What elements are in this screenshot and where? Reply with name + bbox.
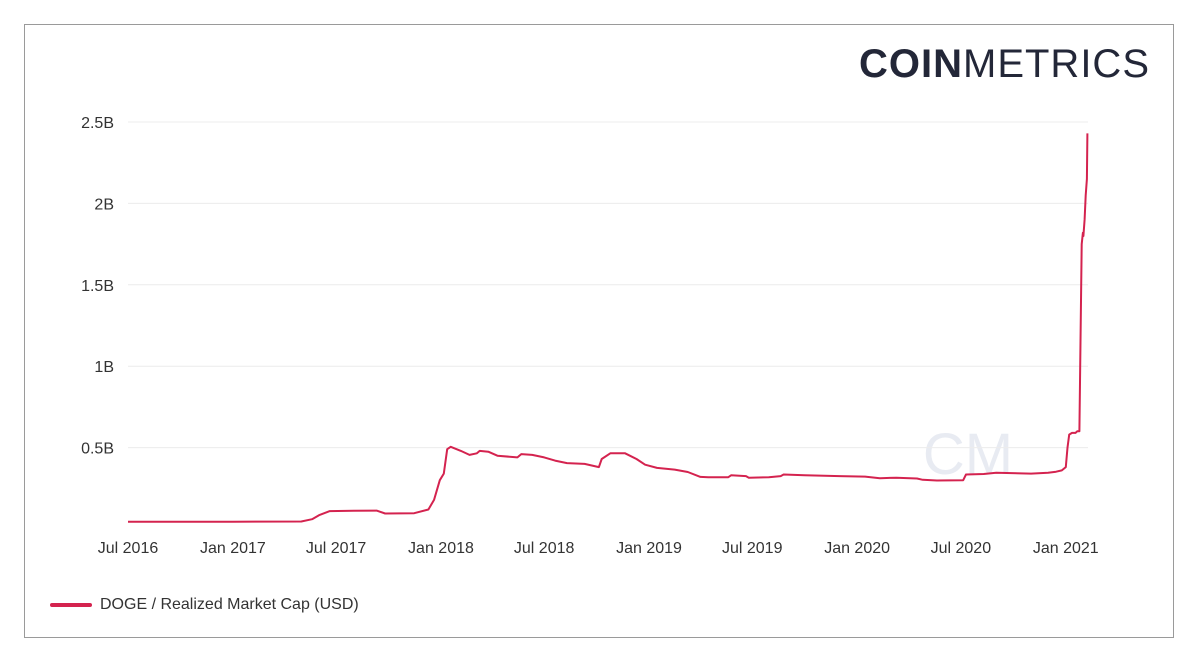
- watermark-text: CM: [923, 422, 1013, 487]
- y-axis: 0.5B 1B 1.5B 2B 2.5B: [81, 115, 114, 458]
- x-tick-label: Jul 2018: [514, 540, 575, 557]
- x-tick-label: Jan 2018: [408, 540, 474, 557]
- y-tick-label: 2.5B: [81, 115, 114, 132]
- logo-light-text: METRICS: [963, 42, 1150, 86]
- x-tick-label: Jul 2020: [931, 540, 992, 557]
- y-tick-label: 1.5B: [81, 278, 114, 295]
- x-tick-label: Jul 2016: [98, 540, 159, 557]
- legend-swatch: [50, 603, 92, 607]
- x-tick-label: Jan 2020: [824, 540, 890, 557]
- legend-label: DOGE / Realized Market Cap (USD): [100, 596, 359, 613]
- x-axis: Jul 2016 Jan 2017 Jul 2017 Jan 2018 Jul 2018…: [98, 540, 1099, 557]
- logo-bold-text: COIN: [859, 42, 963, 86]
- coinmetrics-logo: COINMETRICS: [859, 44, 1150, 84]
- series-line: [128, 133, 1089, 523]
- grid-lines: [128, 121, 1088, 449]
- x-tick-label: Jan 2017: [200, 540, 266, 557]
- chart-frame: [24, 24, 1174, 638]
- x-tick-label: Jan 2021: [1033, 540, 1099, 557]
- legend[interactable]: DOGE / Realized Market Cap (USD): [50, 596, 359, 614]
- y-tick-label: 0.5B: [81, 441, 114, 458]
- cm-watermark: CM: [923, 422, 1013, 487]
- x-tick-label: Jul 2017: [306, 540, 367, 557]
- x-tick-label: Jan 2019: [616, 540, 682, 557]
- y-tick-label: 2B: [94, 196, 114, 213]
- x-tick-label: Jul 2019: [722, 540, 783, 557]
- y-tick-label: 1B: [94, 359, 114, 376]
